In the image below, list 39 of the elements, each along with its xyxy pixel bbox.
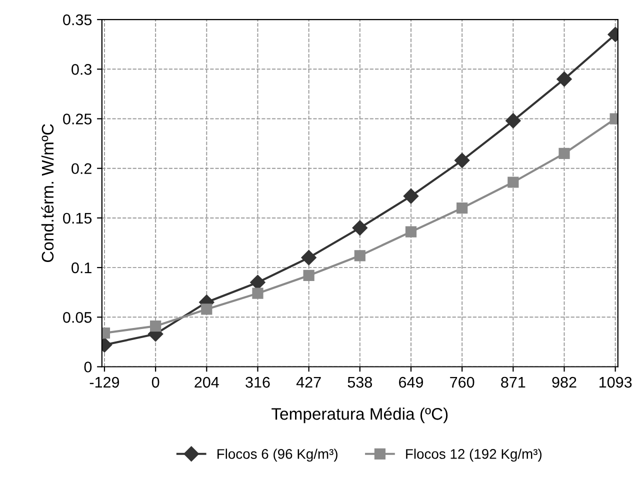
y-tick-label: 0.3	[72, 64, 92, 75]
point	[506, 113, 521, 128]
y-tick-label: 0.05	[63, 312, 92, 323]
x-tick-label: 427	[296, 376, 321, 388]
point	[301, 250, 316, 266]
point	[556, 72, 572, 87]
x-tick-label: 760	[450, 376, 474, 388]
point	[303, 270, 314, 282]
point	[201, 304, 212, 315]
x-axis-title: Temperatura Média (ºC)	[272, 407, 448, 424]
x-tick-label: 649	[399, 376, 424, 388]
x-tick-label: 316	[246, 376, 270, 388]
point	[403, 188, 419, 204]
y-tick-label: 0.25	[63, 114, 92, 124]
point	[558, 148, 570, 160]
y-tick-label: 0.1	[72, 262, 92, 274]
x-tick-label: 982	[552, 376, 576, 388]
x-tick-label: 538	[348, 376, 372, 388]
y-tick-label: 0	[84, 362, 92, 372]
y-tick-label: 0.2	[72, 163, 92, 174]
point	[252, 288, 264, 299]
x-tick-label: 871	[501, 376, 526, 388]
x-tick-label: 1093	[600, 376, 632, 388]
point	[354, 250, 366, 262]
y-tick-label: 0.15	[63, 212, 92, 224]
point	[150, 320, 162, 332]
y-axis-title: Cond.térm. W/mºC	[41, 124, 54, 262]
point	[405, 226, 417, 238]
point	[352, 220, 368, 236]
x-tick-label: 0	[152, 376, 160, 388]
point	[508, 176, 519, 188]
x-tick-label: -129	[90, 376, 120, 388]
x-tick-label: 204	[194, 376, 219, 388]
legend-label: Flocos 12 (192 Kg/m³)	[406, 448, 542, 462]
point	[456, 202, 468, 214]
y-tick-label: 0.35	[63, 14, 92, 26]
point	[454, 152, 470, 168]
legend-label: Flocos 6 (96 Kg/m³)	[217, 448, 338, 462]
point	[250, 274, 266, 290]
